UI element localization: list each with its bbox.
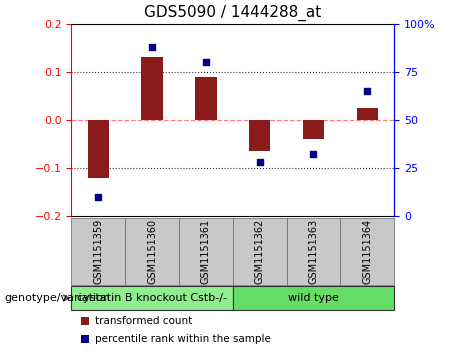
Text: GSM1151361: GSM1151361 xyxy=(201,219,211,284)
Text: percentile rank within the sample: percentile rank within the sample xyxy=(95,334,271,344)
Bar xyxy=(249,120,271,151)
Text: GSM1151359: GSM1151359 xyxy=(93,219,103,284)
Point xyxy=(310,151,317,157)
Text: GSM1151364: GSM1151364 xyxy=(362,219,372,284)
Bar xyxy=(303,120,324,139)
Bar xyxy=(88,120,109,178)
Text: cystatin B knockout Cstb-/-: cystatin B knockout Cstb-/- xyxy=(77,293,227,303)
Text: genotype/variation: genotype/variation xyxy=(5,293,111,303)
Point xyxy=(148,44,156,50)
Point xyxy=(95,194,102,200)
Bar xyxy=(356,108,378,120)
Bar xyxy=(142,57,163,120)
Point xyxy=(364,88,371,94)
Point xyxy=(202,59,210,65)
Text: GSM1151360: GSM1151360 xyxy=(147,219,157,284)
Point xyxy=(256,159,263,165)
Text: GSM1151362: GSM1151362 xyxy=(254,219,265,284)
Bar xyxy=(195,77,217,120)
Text: transformed count: transformed count xyxy=(95,316,192,326)
Title: GDS5090 / 1444288_at: GDS5090 / 1444288_at xyxy=(144,5,321,21)
Text: GSM1151363: GSM1151363 xyxy=(308,219,319,284)
Text: wild type: wild type xyxy=(288,293,339,303)
